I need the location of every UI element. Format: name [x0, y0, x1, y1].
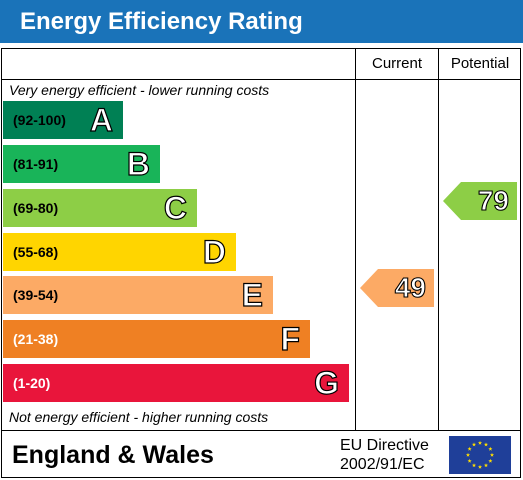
eu-star: [471, 463, 477, 468]
eu-star: [483, 442, 489, 447]
band-letter: A: [89, 101, 113, 138]
eu-star: [488, 446, 493, 451]
eu-star: [465, 452, 471, 457]
potential-arrow-shape: [443, 182, 517, 220]
arrow-polygon: [360, 269, 434, 307]
band-d: (55-68) D: [3, 233, 236, 271]
band-range: (92-100): [13, 112, 66, 128]
eu-directive-line2: 2002/91/EC: [340, 456, 425, 473]
column-header-potential: Potential: [450, 55, 510, 72]
band-range: (69-80): [13, 200, 59, 216]
page-title: Energy Efficiency Rating: [0, 0, 523, 43]
band-e: (39-54) E: [3, 276, 273, 314]
bottom-note: Not energy efficient - higher running co…: [9, 409, 269, 425]
eu-star: [477, 464, 483, 469]
current-arrow-shape: [360, 269, 434, 307]
band-range: (39-54): [13, 287, 59, 303]
current-rating-value: 49: [394, 271, 426, 303]
current-rating-arrow: 49: [360, 269, 434, 307]
band-range: (1-20): [13, 375, 51, 391]
eu-star: [483, 463, 489, 468]
eu-star: [467, 458, 472, 463]
region-label: England & Wales: [12, 441, 214, 469]
band-f: (21-38) F: [3, 320, 310, 358]
header-divider: [1, 79, 521, 80]
column-divider-potential: [438, 48, 439, 431]
eu-directive-line1: EU Directive: [340, 437, 429, 454]
top-note: Very energy efficient - lower running co…: [9, 82, 270, 98]
band-b: (81-91) B: [3, 145, 160, 183]
eu-star: [489, 452, 495, 457]
eu-star: [467, 446, 472, 451]
eu-star: [477, 440, 483, 445]
band-letter: C: [163, 189, 187, 226]
eu-directive: EU Directive 2002/91/EC: [340, 436, 438, 474]
band-a: (92-100) A: [3, 101, 123, 139]
band-letter: E: [241, 276, 264, 313]
rating-table: [1, 48, 521, 478]
band-letter: B: [126, 145, 150, 182]
potential-rating-arrow: 79: [443, 182, 517, 220]
band-letter: D: [202, 233, 226, 270]
band-letter: G: [314, 364, 340, 401]
band-c: (69-80) C: [3, 189, 197, 227]
band-range: (55-68): [13, 244, 59, 260]
eu-flag-icon: [449, 436, 511, 474]
column-divider-current: [355, 48, 356, 431]
band-range: (81-91): [13, 156, 59, 172]
band-g: (1-20) G: [3, 364, 349, 402]
arrow-polygon: [443, 182, 517, 220]
eu-stars-icon: [465, 440, 495, 469]
column-header-current: Current: [371, 55, 423, 72]
eu-star: [471, 442, 477, 447]
footer-divider: [1, 430, 521, 431]
band-range: (21-38): [13, 331, 59, 347]
eu-star: [488, 458, 493, 463]
band-letter: F: [280, 320, 301, 357]
potential-rating-value: 79: [477, 184, 509, 216]
